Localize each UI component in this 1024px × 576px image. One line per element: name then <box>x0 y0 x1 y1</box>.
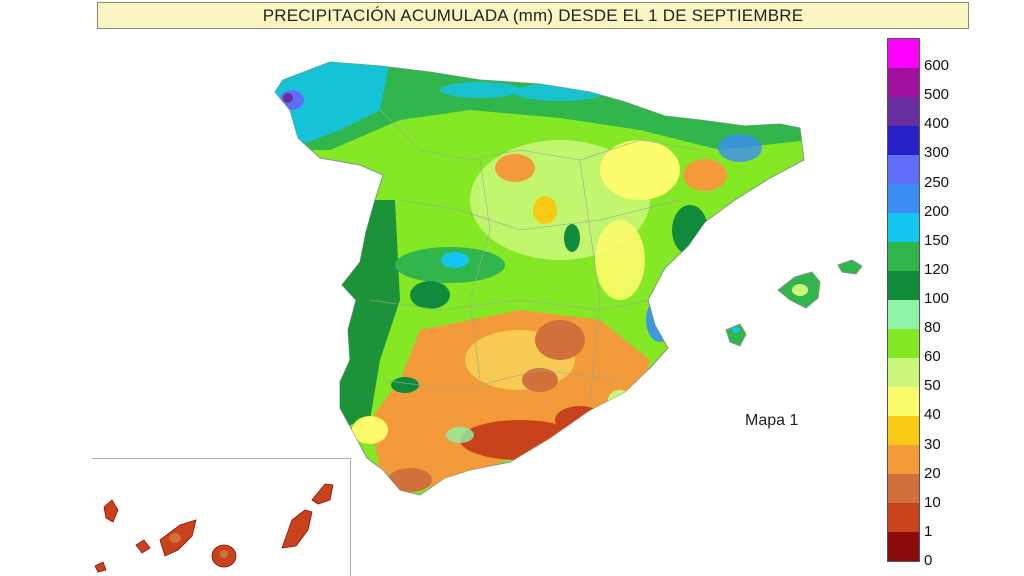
legend-tick-20: 20 <box>924 465 941 482</box>
legend-tick-600: 600 <box>924 57 950 74</box>
legend-swatch-60 <box>888 329 919 358</box>
legend-tick-400: 400 <box>924 115 950 132</box>
legend-swatch-200 <box>888 184 919 213</box>
legend-color-bar <box>887 38 920 562</box>
legend-swatch-250 <box>888 155 919 184</box>
legend-tick-60: 60 <box>924 348 941 365</box>
legend-swatch-30 <box>888 416 919 445</box>
legend-swatch-150 <box>888 213 919 242</box>
legend-tick-200: 200 <box>924 203 950 220</box>
legend-swatch-10 <box>888 474 919 503</box>
peninsula <box>274 61 805 496</box>
legend-tick-500: 500 <box>924 86 950 103</box>
legend-tick-10: 10 <box>924 494 941 511</box>
legend-tick-100: 100 <box>924 290 950 307</box>
legend-swatch-300 <box>888 126 919 155</box>
legend-tick-250: 250 <box>924 174 950 191</box>
legend-swatch-400 <box>888 97 919 126</box>
legend-swatch-20 <box>888 445 919 474</box>
legend-tick-0: 0 <box>924 552 933 569</box>
legend-tick-50: 50 <box>924 377 941 394</box>
canarias <box>94 483 334 573</box>
legend-tick-40: 40 <box>924 406 941 423</box>
legend-swatch-120 <box>888 242 919 271</box>
map-label: Mapa 1 <box>745 412 799 429</box>
legend-swatch-500 <box>888 68 919 97</box>
legend-tick-120: 120 <box>924 261 950 278</box>
legend-swatch-50 <box>888 358 919 387</box>
legend-swatch-600 <box>888 39 919 68</box>
legend-tick-1: 1 <box>924 523 933 540</box>
legend: 600 500 400 300 250 200 150 120 100 80 60 50 40 30 20 1… <box>887 38 967 568</box>
legend-swatch-1 <box>888 503 919 532</box>
legend-swatch-40 <box>888 387 919 416</box>
canarias-inset-frame <box>92 458 351 576</box>
legend-tick-30: 30 <box>924 436 941 453</box>
legend-swatch-80 <box>888 300 919 329</box>
baleares <box>725 259 863 347</box>
legend-tick-80: 80 <box>924 319 941 336</box>
map-title: PRECIPITACIÓN ACUMULADA (mm) DESDE EL 1 … <box>97 2 969 29</box>
legend-tick-300: 300 <box>924 144 950 161</box>
legend-swatch-0 <box>888 532 919 561</box>
legend-tick-150: 150 <box>924 232 950 249</box>
map-title-text: PRECIPITACIÓN ACUMULADA (mm) DESDE EL 1 … <box>262 5 804 25</box>
legend-swatch-100 <box>888 271 919 300</box>
